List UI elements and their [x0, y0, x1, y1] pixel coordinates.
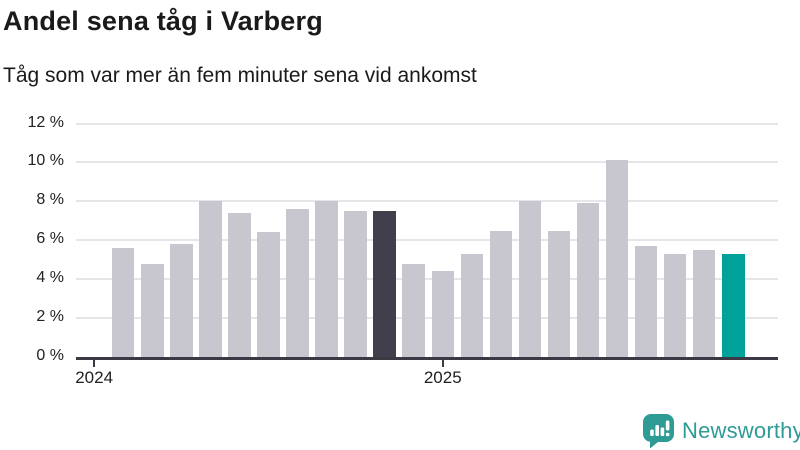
bar-2025-11-latest-highlight — [722, 253, 745, 357]
bar-2024-11-previous-year-highlight — [373, 211, 396, 357]
y-axis-label: 8 % — [36, 191, 64, 209]
gridline-10pct — [76, 161, 778, 164]
gridline-2pct — [76, 317, 778, 320]
y-axis-label: 6 % — [36, 230, 64, 248]
bar-2025-02 — [460, 253, 484, 357]
gridline-12pct — [76, 122, 778, 125]
newsworthy-logo-icon — [643, 414, 674, 448]
y-axis-label: 10 % — [27, 152, 64, 170]
bar-2024-04 — [170, 244, 193, 357]
bar-2024-02 — [111, 248, 135, 357]
y-axis-label: 12 % — [27, 113, 64, 131]
bar-2024-09 — [315, 201, 338, 357]
bar-2025-08 — [634, 246, 658, 357]
y-axis-label: 0 % — [36, 347, 64, 364]
bar-2024-12 — [402, 263, 425, 357]
x-axis-line — [76, 357, 778, 360]
brand-footer: Newsworthy — [642, 413, 800, 448]
gridline-6pct — [76, 239, 778, 242]
bar-2025-07 — [605, 160, 629, 357]
bar-2024-08 — [286, 209, 309, 357]
chart-subtitle: Tåg som var mer än fem minuter sena vid … — [3, 64, 477, 87]
bar-2025-03 — [489, 230, 513, 357]
bar-2025-10 — [692, 249, 716, 357]
x-axis-tick-2025 — [441, 360, 444, 367]
x-axis-tick-2024 — [93, 360, 96, 367]
x-axis-label-2025: 2025 — [423, 368, 462, 387]
x-axis-label-2024: 2024 — [75, 368, 114, 387]
gridline-4pct — [76, 278, 778, 281]
brand-name: Newsworthy — [682, 417, 800, 443]
y-axis-label: 4 % — [36, 269, 64, 287]
gridline-8pct — [76, 200, 778, 203]
bar-2025-04 — [518, 201, 542, 357]
bar-2025-09 — [663, 253, 687, 357]
bar-2024-07 — [257, 232, 280, 357]
bar-2025-06 — [576, 203, 600, 357]
bar-2024-03 — [141, 263, 164, 357]
bar-2024-06 — [228, 213, 251, 357]
bar-2024-10 — [344, 211, 367, 357]
y-axis-label: 2 % — [36, 308, 64, 326]
bar-2025-01 — [431, 271, 454, 357]
chart-title: Andel sena tåg i Varberg — [3, 6, 323, 36]
bar-2025-05 — [547, 230, 571, 357]
bar-2024-05 — [199, 201, 222, 357]
